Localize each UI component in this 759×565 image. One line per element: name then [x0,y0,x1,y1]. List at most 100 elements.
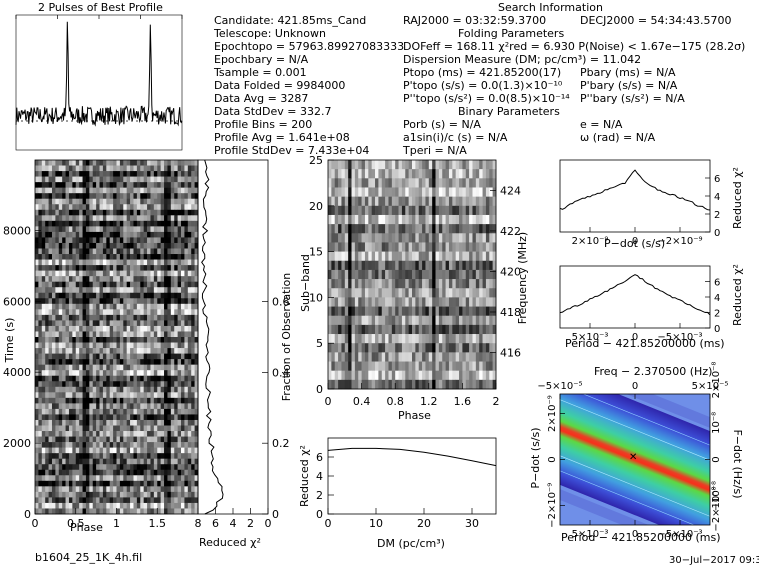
time-phase-cell [75,359,80,365]
time-phase-cell [48,491,53,498]
time-phase-cell [164,209,168,216]
subband-cell [445,379,450,390]
time-phase-cell [68,375,73,382]
time-phase-cell [89,480,94,487]
time-phase-cell [160,303,165,310]
time-phase-cell [191,231,195,238]
time-phase-cell [82,453,87,459]
time-phase-cell [55,397,60,404]
time-phase-cell [109,364,114,371]
time-phase-cell [99,303,104,310]
time-phase-cell [58,270,63,277]
time-phase-cell [51,292,56,299]
time-phase-cell [55,458,60,465]
subband-cell [368,352,372,362]
subband-cell [412,370,416,381]
time-phase-cell [62,314,66,321]
time-phase-cell [58,370,63,377]
time-phase-cell [38,414,43,421]
time-phase-cell [99,408,104,415]
time-phase-cell [51,359,56,365]
time-phase-cell [45,204,49,211]
subband-cell [385,334,389,344]
subband-cell [348,269,352,280]
subband-cell [358,361,362,371]
subband-cell [395,205,399,216]
time-phase-cell [126,287,131,294]
time-phase-cell [181,265,185,271]
time-phase-cell [89,403,94,410]
time-phase-cell [113,182,117,188]
subband-cell [381,334,386,344]
time-phase-cell [150,325,155,332]
time-phase-cell [177,265,182,271]
subband-cell [435,370,440,381]
subband-cell [405,205,409,216]
time-phase-cell [191,331,195,338]
subband-cell [412,288,416,298]
time-phase-cell [48,502,53,509]
time-phase-ytick-label: 0 [24,508,31,521]
subband-cell [348,343,352,353]
time-phase-cell [153,425,158,432]
time-phase-cell [109,375,114,382]
time-phase-cell [35,176,39,183]
subband-cell [469,269,473,280]
subband-cell [418,297,423,307]
time-phase-cell [92,204,97,211]
subband-cell [425,233,430,243]
subband-cell [354,288,359,298]
time-phase-cell [147,292,151,299]
time-phase-cell [113,342,117,349]
time-phase-cell [92,337,97,343]
time-phase-cell [119,414,124,421]
time-phase-cell [41,331,46,338]
subband-cell [415,379,420,390]
time-phase-cell [48,364,53,371]
time-phase-cell [133,464,138,471]
subband-cell [391,324,396,335]
time-phase-cell [164,502,168,509]
time-phase-cell [133,193,138,200]
time-phase-cell [106,436,111,443]
subband-cell [368,334,372,344]
subband-cell [428,361,433,371]
time-phase-cell [170,392,175,399]
time-phase-cell [82,298,87,305]
time-phase-cell [170,276,175,282]
subband-cell [459,306,463,317]
subband-cell [344,169,349,179]
time-phase-cell [136,348,141,354]
time-phase-cell [174,187,178,194]
time-phase-cell [85,348,90,354]
subband-cell [435,279,440,289]
time-phase-cell [167,508,172,515]
time-phase-cell [62,160,66,166]
subband-cell [351,160,356,170]
subband-cell [334,343,339,353]
time-phase-cell [109,469,114,476]
time-phase-cell [157,370,161,377]
pdd-bary: P''bary (s/s²) = N/A [580,92,685,105]
time-phase-cell [133,364,138,371]
subband-cell [408,279,413,289]
time-phase-cell [170,187,175,194]
time-phase-cell [143,469,148,476]
subband-cell [405,242,409,252]
time-phase-cell [150,204,155,211]
time-phase-cell [62,292,66,299]
time-phase-cell [109,425,114,432]
time-phase-cell [147,397,151,404]
time-phase-cell [136,325,141,332]
time-phase-cell [106,414,111,421]
time-phase-cell [119,165,124,172]
subband-cell [391,233,396,243]
time-phase-cell [55,231,60,238]
time-phase-cell [48,248,53,255]
time-phase-cell [187,342,192,349]
subband-cell [479,233,483,243]
subband-cell [408,169,413,179]
pdot-xtick-label: −2×10⁻⁹ [657,236,702,247]
time-phase-cell [140,469,144,476]
time-phase-cell [177,198,182,205]
